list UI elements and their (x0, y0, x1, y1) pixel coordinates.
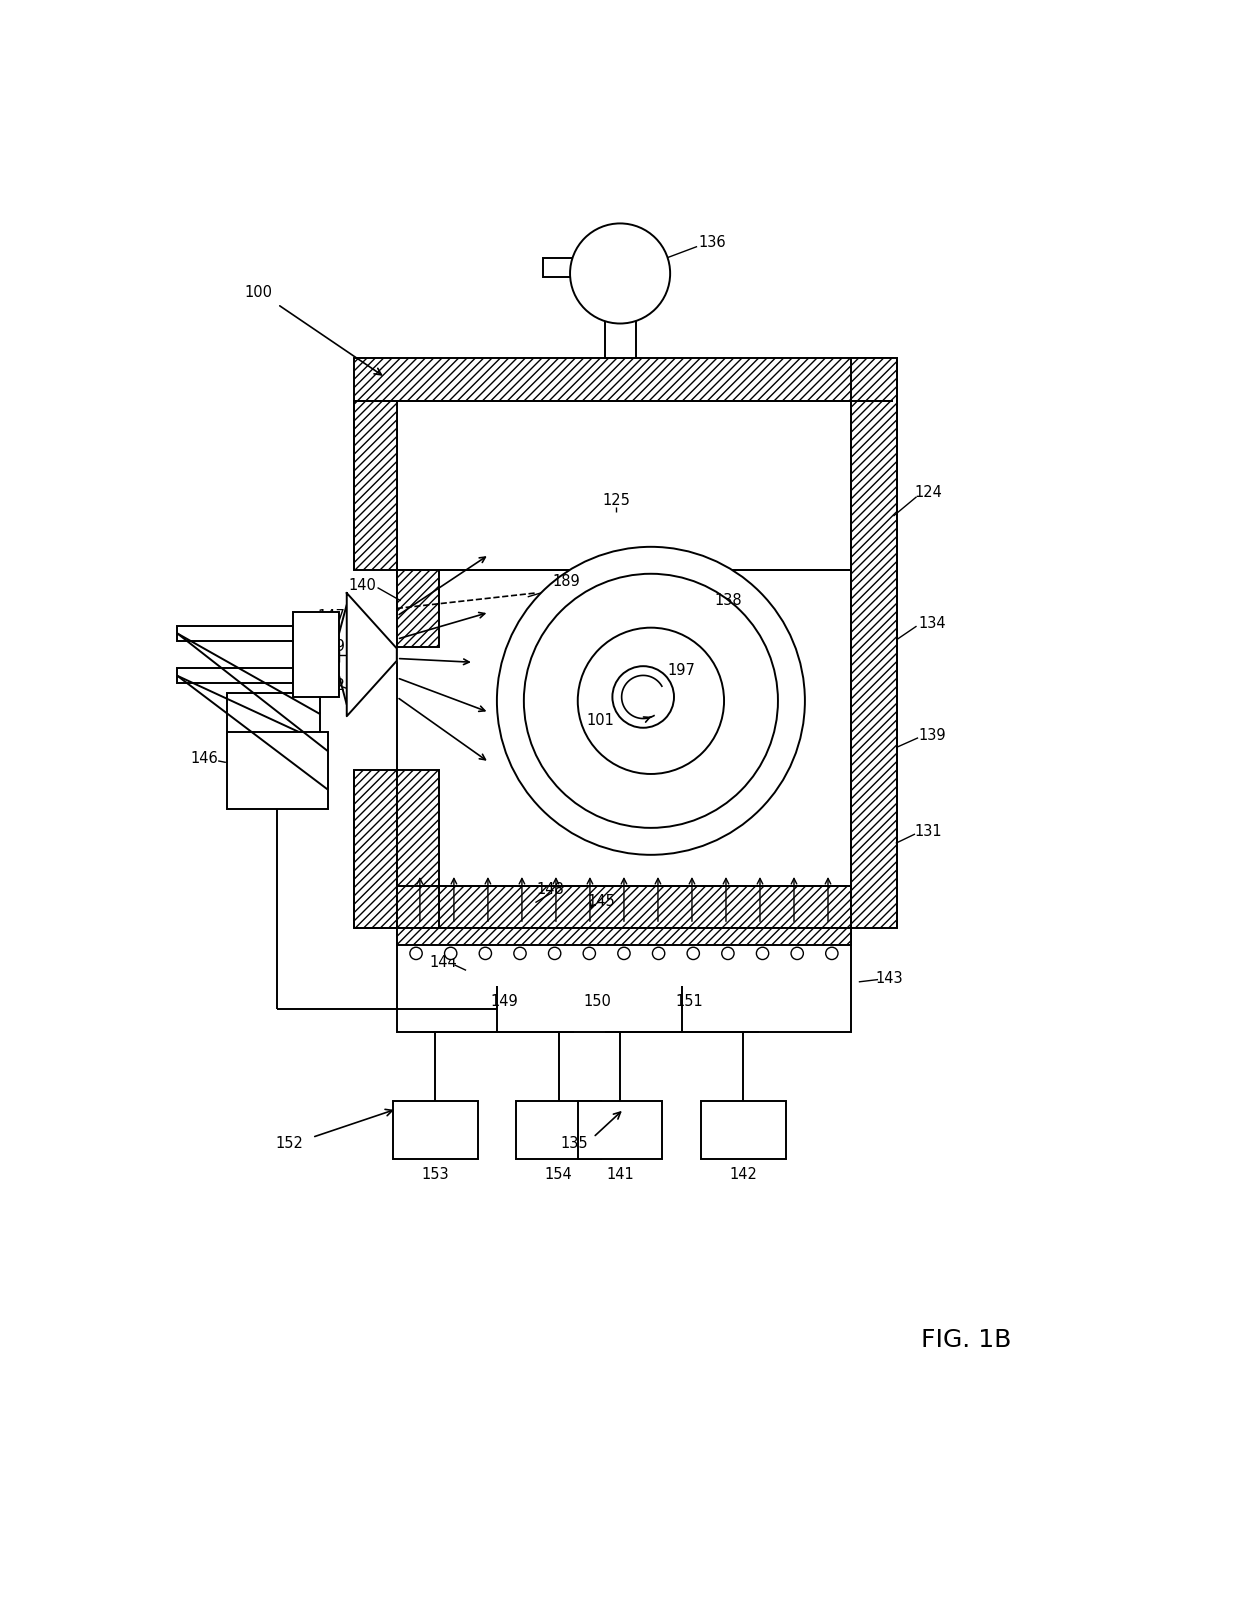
Circle shape (687, 947, 699, 959)
Text: 152: 152 (275, 1136, 303, 1150)
Text: 134: 134 (918, 616, 946, 631)
Text: 147: 147 (317, 608, 345, 623)
Circle shape (523, 574, 777, 828)
Bar (516, 1102, 601, 1158)
Bar (578, 1102, 662, 1158)
Bar (293, 612, 339, 697)
Polygon shape (347, 594, 397, 717)
Text: 125: 125 (603, 493, 630, 508)
Bar (701, 1102, 786, 1158)
Bar (397, 570, 439, 647)
Text: 139: 139 (918, 728, 946, 743)
Text: 136: 136 (698, 235, 727, 251)
Text: 144: 144 (429, 955, 456, 971)
Circle shape (722, 947, 734, 959)
Bar (227, 693, 320, 762)
Text: 145: 145 (587, 893, 615, 909)
Circle shape (613, 667, 675, 728)
Bar (355, 358, 894, 401)
Text: 141: 141 (606, 1167, 634, 1181)
Circle shape (548, 947, 560, 959)
Circle shape (791, 947, 804, 959)
Circle shape (570, 223, 670, 324)
Text: 101: 101 (587, 712, 615, 728)
Bar (177, 626, 293, 641)
Text: 197: 197 (668, 662, 696, 678)
Text: 135: 135 (560, 1136, 588, 1150)
Text: 148: 148 (537, 882, 564, 896)
Text: 138: 138 (714, 594, 742, 608)
Circle shape (583, 947, 595, 959)
Circle shape (618, 947, 630, 959)
Circle shape (497, 547, 805, 854)
Circle shape (578, 628, 724, 773)
Text: 189: 189 (552, 574, 580, 589)
Bar (393, 1102, 477, 1158)
Bar (851, 358, 898, 929)
Text: 153: 153 (422, 1167, 449, 1181)
Text: 122: 122 (317, 678, 346, 693)
Bar (397, 401, 851, 570)
Bar (605, 312, 635, 358)
Bar (397, 885, 851, 929)
Text: FIG. 1B: FIG. 1B (921, 1328, 1012, 1353)
Bar (543, 257, 582, 277)
Circle shape (513, 947, 526, 959)
Text: 154: 154 (544, 1167, 573, 1181)
Text: 151: 151 (676, 993, 703, 1008)
Text: 150: 150 (583, 993, 611, 1008)
Circle shape (652, 947, 665, 959)
Bar (397, 770, 439, 929)
Bar (355, 401, 397, 570)
Text: 149: 149 (491, 993, 518, 1008)
Bar (177, 668, 293, 683)
Text: 140: 140 (348, 578, 376, 592)
Bar (397, 570, 851, 885)
Text: 142: 142 (729, 1167, 758, 1181)
Bar (227, 731, 327, 809)
Bar (397, 929, 851, 945)
Text: 143: 143 (875, 971, 904, 985)
Text: 100: 100 (244, 285, 273, 301)
Circle shape (444, 947, 456, 959)
Bar (355, 770, 397, 929)
Text: 131: 131 (914, 824, 942, 840)
Circle shape (756, 947, 769, 959)
Text: 146: 146 (191, 751, 218, 765)
Text: 124: 124 (914, 485, 942, 500)
Text: 179: 179 (317, 639, 345, 654)
Circle shape (479, 947, 491, 959)
Circle shape (826, 947, 838, 959)
Circle shape (410, 947, 422, 959)
Bar (397, 929, 851, 1032)
